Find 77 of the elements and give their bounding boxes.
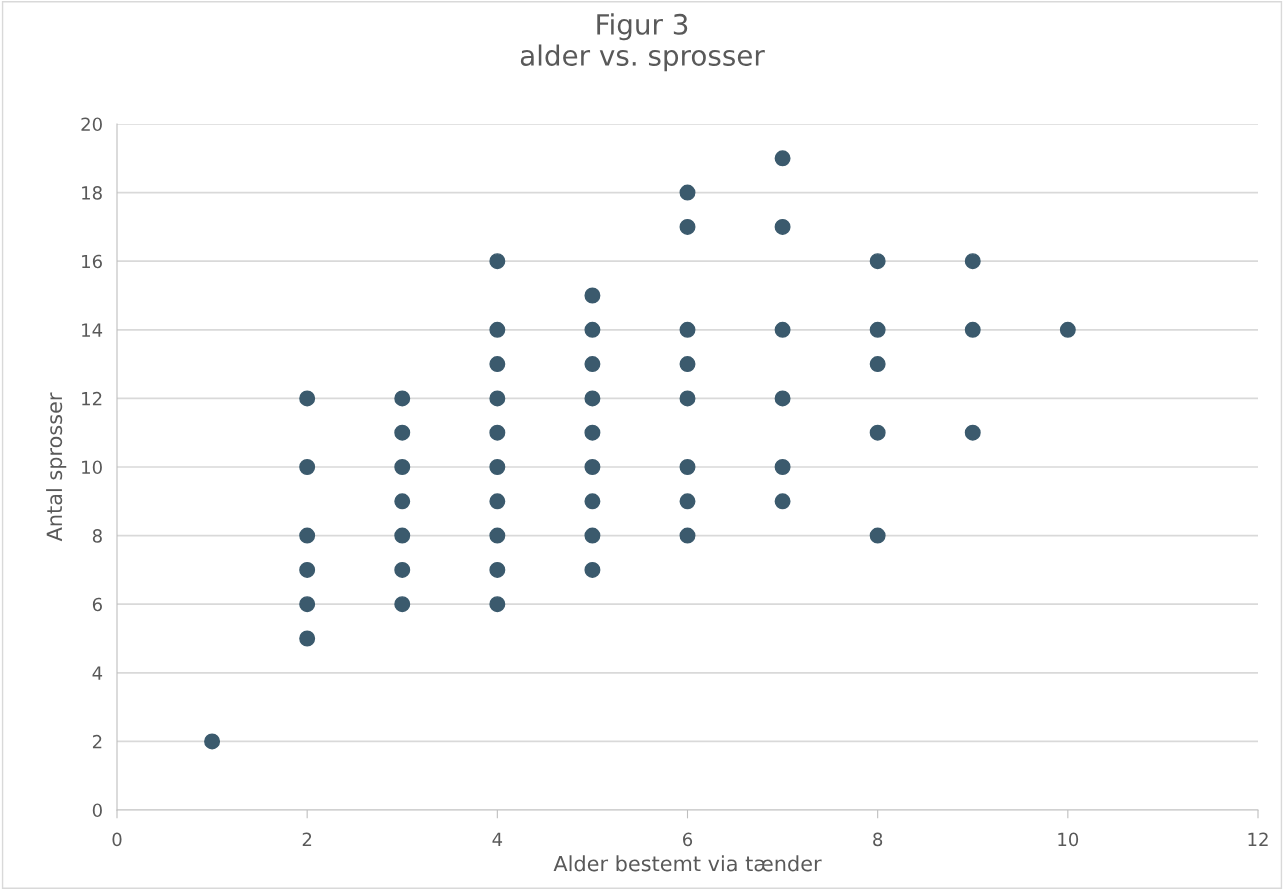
point bbox=[774, 390, 791, 407]
point bbox=[489, 459, 506, 475]
point bbox=[299, 527, 316, 544]
point bbox=[489, 561, 506, 578]
y-tick-label: 8 bbox=[92, 529, 102, 543]
point bbox=[679, 184, 696, 201]
y-tick-label: 16 bbox=[82, 254, 102, 269]
point bbox=[489, 596, 506, 613]
point bbox=[869, 321, 886, 338]
point bbox=[489, 356, 506, 373]
point bbox=[679, 218, 696, 235]
point bbox=[489, 321, 506, 338]
point bbox=[679, 390, 696, 407]
point bbox=[299, 390, 316, 407]
point bbox=[299, 561, 316, 578]
point bbox=[774, 218, 791, 235]
point bbox=[584, 424, 601, 441]
x-tick-label: 12 bbox=[1248, 832, 1268, 846]
chart-title: Figur 3 alder vs. sprosser bbox=[520, 13, 765, 72]
point bbox=[774, 493, 791, 510]
y-tick-label: 20 bbox=[81, 117, 102, 132]
point bbox=[394, 459, 411, 475]
point bbox=[584, 561, 601, 578]
y-tick-label: 0 bbox=[92, 803, 102, 818]
point bbox=[489, 424, 506, 441]
point bbox=[869, 253, 886, 270]
point bbox=[584, 321, 601, 338]
point bbox=[299, 596, 316, 613]
point bbox=[584, 493, 601, 510]
point bbox=[584, 287, 601, 304]
x-axis-title: Alder bestemt via tænder bbox=[553, 855, 822, 872]
point bbox=[394, 390, 411, 407]
point bbox=[584, 390, 601, 407]
point bbox=[774, 459, 791, 475]
point bbox=[679, 321, 696, 338]
point bbox=[679, 527, 696, 544]
point bbox=[489, 390, 506, 407]
y-tick-label: 12 bbox=[82, 391, 102, 406]
point bbox=[394, 561, 411, 578]
x-tick-label: 8 bbox=[873, 832, 883, 847]
point bbox=[964, 321, 981, 338]
x-tick-label: 4 bbox=[492, 832, 503, 846]
point bbox=[489, 527, 506, 544]
y-tick-label: 18 bbox=[82, 186, 102, 200]
x-tick-label: 6 bbox=[683, 832, 693, 847]
y-tick-label: 2 bbox=[92, 734, 102, 749]
point bbox=[1059, 321, 1076, 338]
point bbox=[584, 527, 601, 544]
point bbox=[394, 424, 411, 441]
point bbox=[964, 253, 981, 270]
point bbox=[394, 596, 411, 613]
y-tick-label: 4 bbox=[92, 666, 103, 680]
y-tick-label: 14 bbox=[82, 323, 103, 337]
x-tick-label: 2 bbox=[302, 832, 312, 846]
point bbox=[774, 150, 791, 167]
point bbox=[869, 356, 886, 373]
x-tick-label: 0 bbox=[112, 832, 122, 847]
point bbox=[489, 253, 506, 270]
point bbox=[679, 356, 696, 373]
y-tick-label: 6 bbox=[92, 597, 102, 612]
point bbox=[869, 424, 886, 441]
point bbox=[299, 630, 316, 647]
point bbox=[964, 424, 981, 441]
x-tick-label: 10 bbox=[1058, 832, 1079, 847]
point bbox=[584, 356, 601, 373]
point bbox=[869, 527, 886, 544]
point bbox=[679, 493, 696, 510]
point bbox=[204, 733, 221, 750]
point bbox=[774, 321, 791, 338]
point bbox=[679, 459, 696, 475]
point bbox=[584, 459, 601, 475]
point bbox=[394, 527, 411, 544]
y-axis-title: Antal sprosser bbox=[46, 392, 67, 542]
y-tick-label: 10 bbox=[82, 460, 102, 475]
point bbox=[489, 493, 506, 510]
point bbox=[299, 459, 316, 475]
point bbox=[394, 493, 411, 510]
